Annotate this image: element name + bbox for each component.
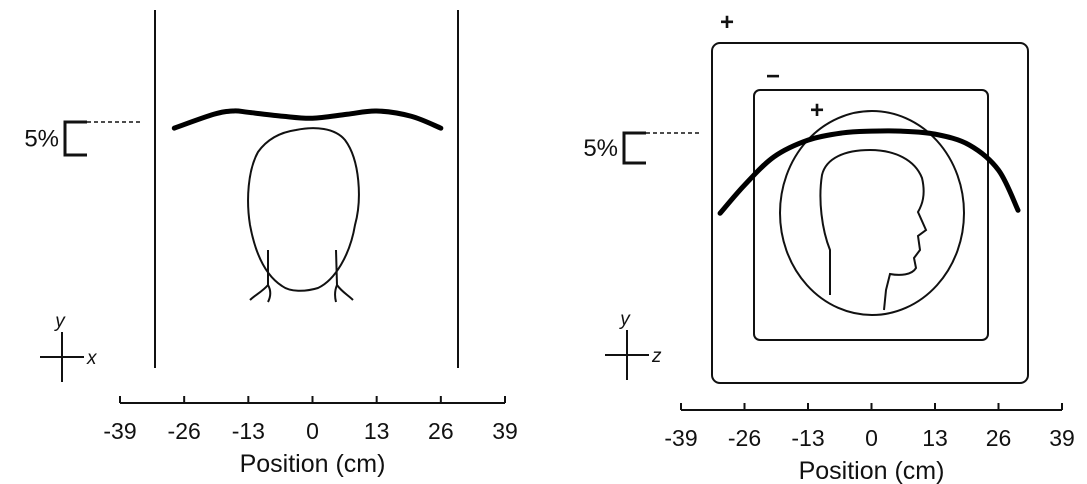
- x-axis-label: Position (cm): [799, 457, 945, 484]
- scale-bar-label: 5%: [24, 126, 59, 153]
- x-tick-label: -39: [103, 418, 136, 444]
- outer-box: [712, 43, 1028, 383]
- axis-name: y: [53, 311, 66, 332]
- x-tick-label: -39: [664, 425, 697, 451]
- x-tick-label: -26: [728, 425, 761, 451]
- x-tick-label: 13: [364, 418, 390, 444]
- head-profile: [820, 150, 926, 310]
- scale-bar: [624, 133, 646, 163]
- x-tick-label: 26: [986, 425, 1012, 451]
- scale-bar: [65, 122, 87, 155]
- scale-bar-label: 5%: [583, 135, 618, 162]
- x-axis-label: Position (cm): [240, 450, 386, 478]
- annotation: +: [810, 97, 824, 124]
- x-tick-label: -13: [791, 425, 824, 451]
- annotation: −: [766, 63, 780, 90]
- x-tick-label: 0: [306, 418, 319, 444]
- x-tick-label: 13: [922, 425, 948, 451]
- annotation: +: [720, 9, 734, 36]
- x-tick-label: 0: [865, 425, 878, 451]
- figure: -39-26-130132639Position (cm)5%yx-39-26-…: [0, 0, 1087, 484]
- axis-name: x: [86, 348, 98, 369]
- x-tick-label: -26: [168, 418, 201, 444]
- x-tick-label: 26: [428, 418, 454, 444]
- x-tick-label: 39: [1049, 425, 1075, 451]
- inner-box: [754, 90, 988, 340]
- x-tick-label: 39: [492, 418, 518, 444]
- x-tick-label: -13: [232, 418, 265, 444]
- page: -39-26-130132639Position (cm)5%yx-39-26-…: [0, 0, 1087, 484]
- head-front: [248, 128, 359, 291]
- axis-name: y: [618, 309, 631, 330]
- profile-line: [174, 111, 441, 128]
- profile-line: [720, 131, 1018, 213]
- axis-name: z: [651, 346, 662, 367]
- neck: [250, 250, 353, 302]
